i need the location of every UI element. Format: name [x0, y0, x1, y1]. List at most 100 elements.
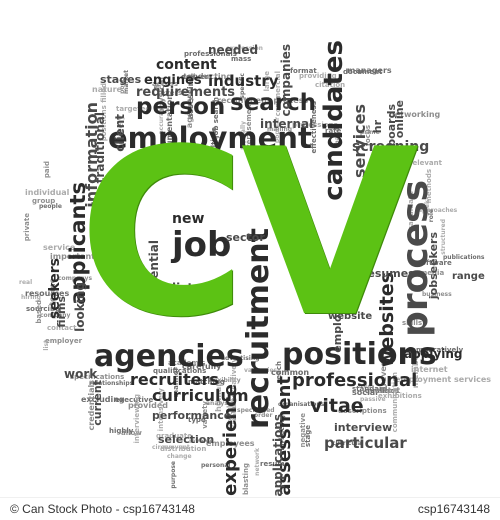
word-small-128: employment services	[395, 375, 492, 384]
word-small-104: nature	[92, 85, 122, 94]
word-small-72: purpose	[170, 461, 177, 489]
word-small-101: list	[43, 340, 50, 351]
word-small-60: executive	[115, 396, 154, 404]
word-small-14: internet	[411, 365, 448, 374]
word-small-77: service	[43, 243, 76, 252]
word-small-79: mailing	[267, 126, 293, 133]
word-small-114: type	[188, 416, 206, 424]
watermark-footer: © Can Stock Photo - csp16743148 csp16743…	[0, 497, 500, 520]
word-small-55: paid	[43, 161, 51, 179]
word-screening: screening	[352, 139, 430, 155]
word-small-25: group	[32, 197, 56, 205]
word-small-97: employer	[45, 337, 83, 345]
word-applying: applying	[404, 347, 463, 361]
word-agencies: agencies	[94, 339, 244, 374]
word-recruiters: recruiters	[130, 370, 219, 389]
word-jobseekers: jobseekers	[427, 232, 440, 300]
word-small-81: carefully	[182, 362, 222, 371]
word-positions: positions	[282, 337, 437, 372]
word-small-83: providing	[299, 72, 337, 80]
word-small-3: curricula	[332, 440, 362, 447]
word-stages: stages	[100, 73, 142, 86]
word-internal: internal	[260, 117, 314, 131]
word-range: range	[452, 271, 485, 282]
word-small-33: organisations	[278, 401, 325, 408]
word-small-64: media	[420, 269, 445, 277]
word-small-52: specialized	[237, 407, 275, 414]
word-vitae: vitae	[310, 395, 364, 417]
word-small-51: highly	[109, 427, 134, 435]
word-small-80: circumvent	[152, 444, 190, 451]
word-small-26: exhibitions	[378, 392, 422, 400]
word-small-66: matching	[188, 378, 225, 386]
word-small-20: vacancies	[244, 367, 278, 374]
word-small-27: sourcing	[26, 305, 60, 313]
word-interview: interview	[334, 421, 393, 434]
word-small-40: networking	[389, 110, 441, 119]
word-applications: applications	[271, 413, 285, 497]
word-small-108: rate	[325, 127, 342, 135]
word-small-112: business	[422, 291, 452, 298]
word-small-129: relationships	[89, 380, 134, 387]
word-small-110: professions	[292, 121, 338, 129]
word-search: search	[230, 90, 317, 116]
word-current: current	[91, 380, 104, 426]
word-small-36: qualifications	[153, 367, 207, 375]
word-person: person	[136, 94, 226, 120]
word-small-49: company	[40, 312, 71, 319]
word-small-111: resources	[25, 289, 70, 298]
word-small-91: specifications	[70, 373, 125, 381]
word-small-46: academic	[168, 359, 206, 367]
word-sector: sector	[226, 231, 265, 244]
word-small-32: hiring	[21, 294, 41, 301]
word-small-42: social	[352, 388, 378, 397]
footer-id: csp16743148	[417, 502, 490, 516]
word-needed: needed	[208, 43, 259, 57]
word-selection: selection	[158, 433, 215, 446]
word-firms: firms	[55, 296, 68, 328]
word-lists: lists	[172, 281, 201, 295]
word-small-45: standard	[352, 385, 388, 393]
word-small-61: based	[35, 300, 43, 324]
word-engines: engines	[144, 73, 202, 88]
word-small-38: free	[358, 383, 372, 390]
word-content: content	[156, 57, 217, 73]
word-small-29: individual	[25, 188, 70, 197]
word-small-15: qualities	[365, 387, 400, 395]
word-small-54: managers	[347, 66, 392, 75]
word-small-105: stage	[304, 425, 312, 447]
word-small-92: structured	[440, 219, 447, 255]
word-small-69: publications	[443, 254, 485, 261]
word-curriculum: curriculum	[152, 386, 249, 405]
word-small-107: targeted	[116, 105, 151, 113]
word-small-123: common	[271, 368, 310, 377]
word-particular: particular	[324, 434, 407, 452]
word-small-70: blasting	[242, 463, 250, 496]
word-small-124: companys	[58, 275, 93, 282]
word-small-47: citation	[315, 81, 346, 89]
word-small-99: resume	[260, 460, 290, 468]
word-small-119: real	[19, 279, 33, 286]
word-small-117: personal	[201, 462, 231, 469]
word-small-28: important	[50, 252, 95, 261]
word-website: website	[328, 311, 373, 322]
word-professional: professional	[292, 370, 418, 391]
word-employment: employment	[108, 121, 312, 155]
word-small-56: change	[167, 453, 192, 460]
word-small-16: conducting	[182, 72, 233, 81]
word-small-85: analysis	[206, 400, 234, 407]
word-small-11: relevant	[409, 159, 442, 167]
word-small-94: effort	[375, 386, 401, 395]
word-small-22: allow	[121, 429, 142, 437]
word-small-127: recruitment process	[217, 96, 309, 105]
footer-credit: © Can Stock Photo - csp16743148	[10, 502, 195, 516]
word-small-4: descriptions	[338, 407, 387, 415]
cv-center-word: CV	[78, 101, 419, 368]
word-small-58: private	[23, 213, 31, 242]
word-new: new	[172, 211, 205, 227]
word-small-82: provided	[128, 401, 169, 410]
word-performance: performance	[152, 409, 232, 422]
word-small-35: distribution	[160, 445, 207, 453]
word-small-95: passive	[360, 396, 386, 403]
